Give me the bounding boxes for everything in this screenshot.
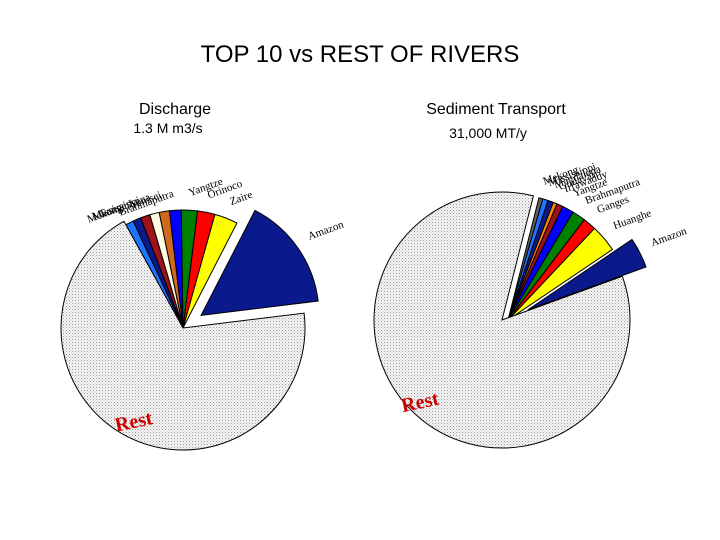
figure-title: TOP 10 vs REST OF RIVERS <box>201 41 520 68</box>
slice-rest <box>373 191 631 449</box>
discharge-unit: 1.3 M m3/s <box>133 120 202 136</box>
sediment-unit: 31,000 MT/y <box>449 125 527 141</box>
discharge-pie: AmazonZaireOrinocoYangtzeBrahmaputraYeni… <box>60 176 346 451</box>
discharge-chart: Discharge 1.3 M m3/s AmazonZaireOrinocoY… <box>60 101 346 451</box>
sediment-chart: Sediment Transport 31,000 MT/y AmazonHua… <box>373 101 689 449</box>
discharge-title: Discharge <box>139 101 211 118</box>
sediment-title: Sediment Transport <box>426 101 566 118</box>
slice-mekong <box>507 197 544 321</box>
slice-label-huanghe: Huanghe <box>612 207 654 232</box>
slice-rest <box>60 220 306 451</box>
slice-label-amazon: Amazon <box>649 225 689 249</box>
slice-amazon <box>200 209 319 317</box>
slice-label-amazon: Amazon <box>306 219 346 243</box>
slice-amazon <box>527 238 647 311</box>
sediment-pie: AmazonHuangheGangesBrahmaputraYangtzeIrr… <box>373 161 689 449</box>
